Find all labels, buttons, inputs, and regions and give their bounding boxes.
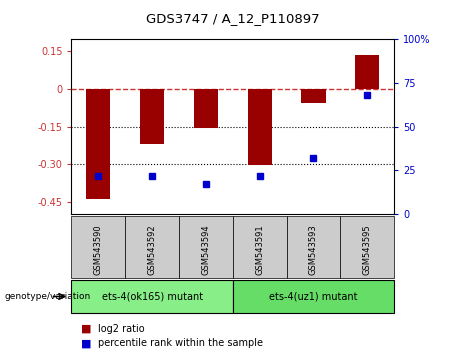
Text: log2 ratio: log2 ratio xyxy=(98,324,145,333)
Text: GSM543595: GSM543595 xyxy=(363,224,372,275)
Text: GDS3747 / A_12_P110897: GDS3747 / A_12_P110897 xyxy=(146,12,319,25)
Text: ets-4(ok165) mutant: ets-4(ok165) mutant xyxy=(101,291,203,302)
Bar xyxy=(355,55,379,89)
Text: percentile rank within the sample: percentile rank within the sample xyxy=(98,338,263,348)
Bar xyxy=(194,89,218,128)
Text: GSM543593: GSM543593 xyxy=(309,224,318,275)
Text: ■: ■ xyxy=(81,338,91,348)
Bar xyxy=(140,89,164,144)
Bar xyxy=(248,89,272,165)
Text: GSM543594: GSM543594 xyxy=(201,224,210,275)
Text: ■: ■ xyxy=(81,324,91,333)
Bar xyxy=(301,89,325,103)
Text: genotype/variation: genotype/variation xyxy=(5,292,91,301)
Bar xyxy=(86,89,111,199)
Text: ets-4(uz1) mutant: ets-4(uz1) mutant xyxy=(269,291,358,302)
Text: GSM543590: GSM543590 xyxy=(94,224,103,275)
Text: GSM543591: GSM543591 xyxy=(255,224,264,275)
Text: GSM543592: GSM543592 xyxy=(148,224,157,275)
